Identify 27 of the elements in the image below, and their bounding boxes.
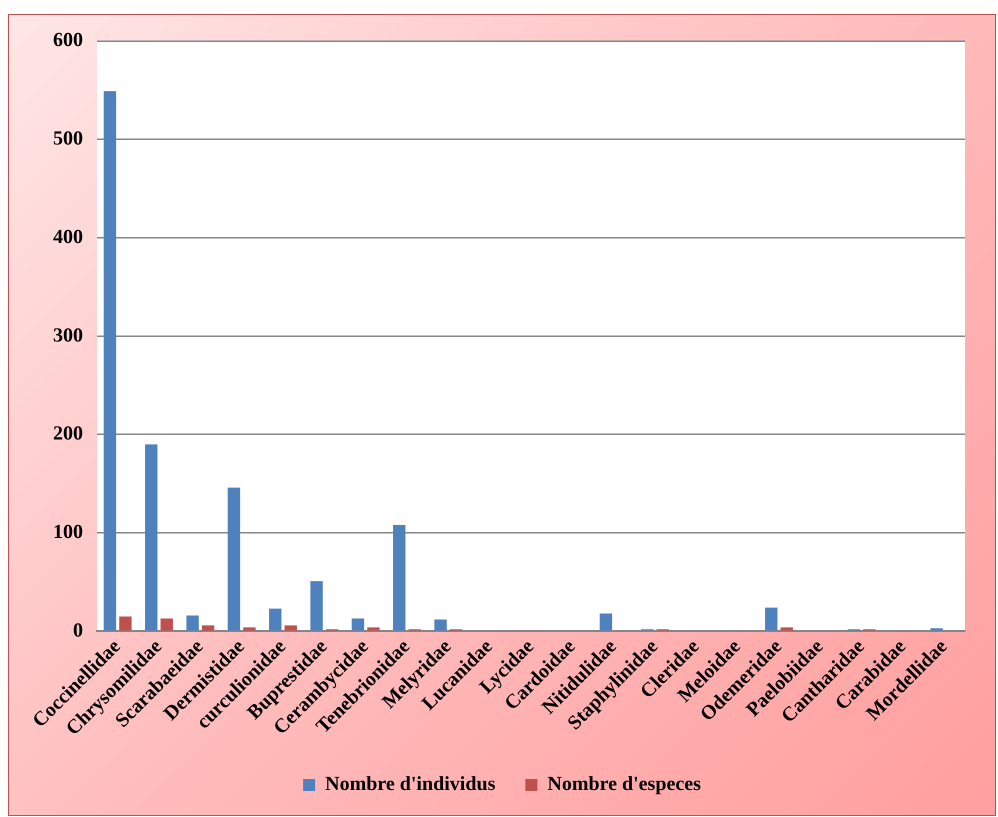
bar — [434, 619, 447, 630]
bar — [202, 625, 214, 630]
bar — [310, 581, 323, 630]
bar — [600, 614, 612, 630]
legend-label: Nombre d'especes — [547, 773, 702, 796]
y-tick-label: 600 — [53, 29, 83, 52]
y-tick-label: 200 — [53, 422, 83, 445]
y-tick-label: 500 — [53, 128, 83, 150]
y-tick-label: 300 — [53, 324, 83, 346]
y-tick-label: 0 — [73, 619, 83, 642]
bar — [186, 616, 199, 630]
bar — [160, 618, 173, 630]
bar — [104, 91, 116, 630]
bar — [393, 525, 406, 630]
bar — [367, 627, 380, 630]
bar — [145, 444, 158, 630]
bar — [269, 608, 282, 630]
legend-label: Nombre d'individus — [325, 773, 496, 796]
bar — [765, 608, 778, 630]
bar — [228, 488, 240, 630]
bar — [243, 627, 256, 630]
bar — [284, 625, 297, 630]
bar — [119, 616, 132, 630]
bar — [780, 627, 793, 630]
y-tick-label: 400 — [53, 226, 83, 248]
bar — [352, 618, 364, 630]
y-tick-label: 100 — [53, 521, 83, 544]
